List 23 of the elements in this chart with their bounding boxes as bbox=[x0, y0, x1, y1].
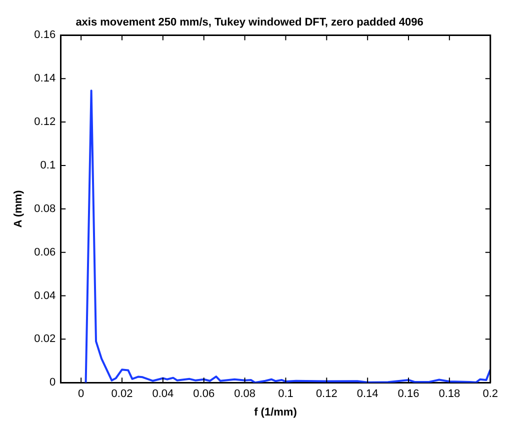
x-tick-label: 0.04 bbox=[152, 388, 174, 400]
x-tick-label: 0.18 bbox=[438, 388, 460, 400]
y-tick-label: 0.1 bbox=[40, 160, 56, 172]
y-tick-label: 0.16 bbox=[34, 29, 56, 42]
x-tick-label: 0.06 bbox=[193, 388, 215, 400]
y-tick-label: 0 bbox=[49, 376, 56, 389]
x-tick-label: 0.2 bbox=[482, 388, 498, 400]
chart-title: axis movement 250 mm/s, Tukey windowed DFT, zero padded 4096 bbox=[76, 16, 424, 29]
y-tick-label: 0.06 bbox=[34, 246, 56, 258]
x-tick-label: 0.08 bbox=[234, 388, 256, 400]
y-tick-label: 0.08 bbox=[34, 202, 56, 215]
y-axis-title: A (mm) bbox=[12, 190, 25, 228]
y-tick-label: 0.12 bbox=[34, 116, 56, 128]
x-tick-label: 0.12 bbox=[316, 388, 338, 400]
x-tick-label: 0.1 bbox=[278, 388, 294, 400]
x-tick-label: 0.02 bbox=[111, 388, 133, 400]
x-tick-label: 0.14 bbox=[356, 388, 378, 400]
x-tick-label: 0.16 bbox=[398, 388, 420, 400]
y-tick-label: 0.14 bbox=[34, 72, 56, 85]
x-tick-label: 0 bbox=[78, 388, 84, 400]
x-axis-title: f (1/mm) bbox=[254, 406, 298, 418]
y-tick-label: 0.04 bbox=[34, 290, 56, 302]
y-tick-label: 0.02 bbox=[34, 333, 56, 346]
